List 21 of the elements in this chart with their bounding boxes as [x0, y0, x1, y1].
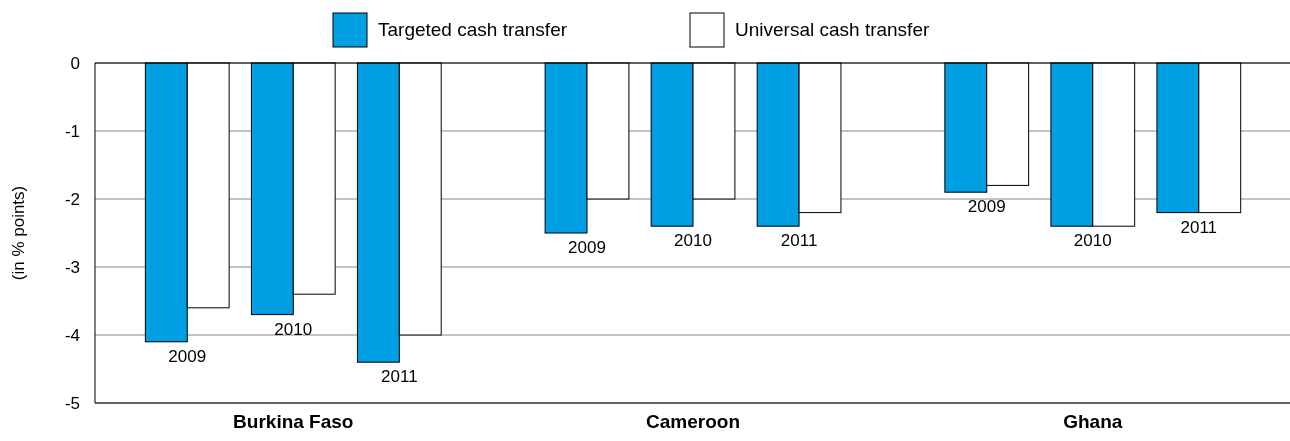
legend-label: Universal cash transfer [735, 19, 930, 40]
y-tick-label: -2 [64, 189, 80, 209]
x-tick-label: 2010 [274, 319, 313, 339]
x-tick-label: 2010 [674, 231, 712, 251]
y-axis-title: (in % points) [9, 185, 28, 281]
y-tick-label: -4 [64, 325, 80, 345]
text: Cameroon [646, 411, 741, 432]
x-tick-label: 2011 [780, 231, 818, 251]
x-tick-label: 2009 [568, 238, 606, 257]
y-tick-label: -1 [64, 121, 80, 141]
x-tick-label: 2009 [967, 197, 1006, 217]
y-tick-label: 0 [70, 53, 80, 73]
text: Burkina Faso [233, 411, 354, 432]
x-tick-label: 2010 [1073, 231, 1112, 251]
x-tick-label: 2011 [1180, 217, 1218, 237]
y-tick-label: -5 [64, 393, 80, 413]
y-tick-label: -3 [64, 257, 80, 277]
text: Ghana [1063, 411, 1123, 432]
x-tick-label: 2011 [381, 367, 418, 387]
legend-label: Targeted cash transfer [378, 19, 568, 40]
x-tick-label: 2009 [168, 346, 207, 366]
